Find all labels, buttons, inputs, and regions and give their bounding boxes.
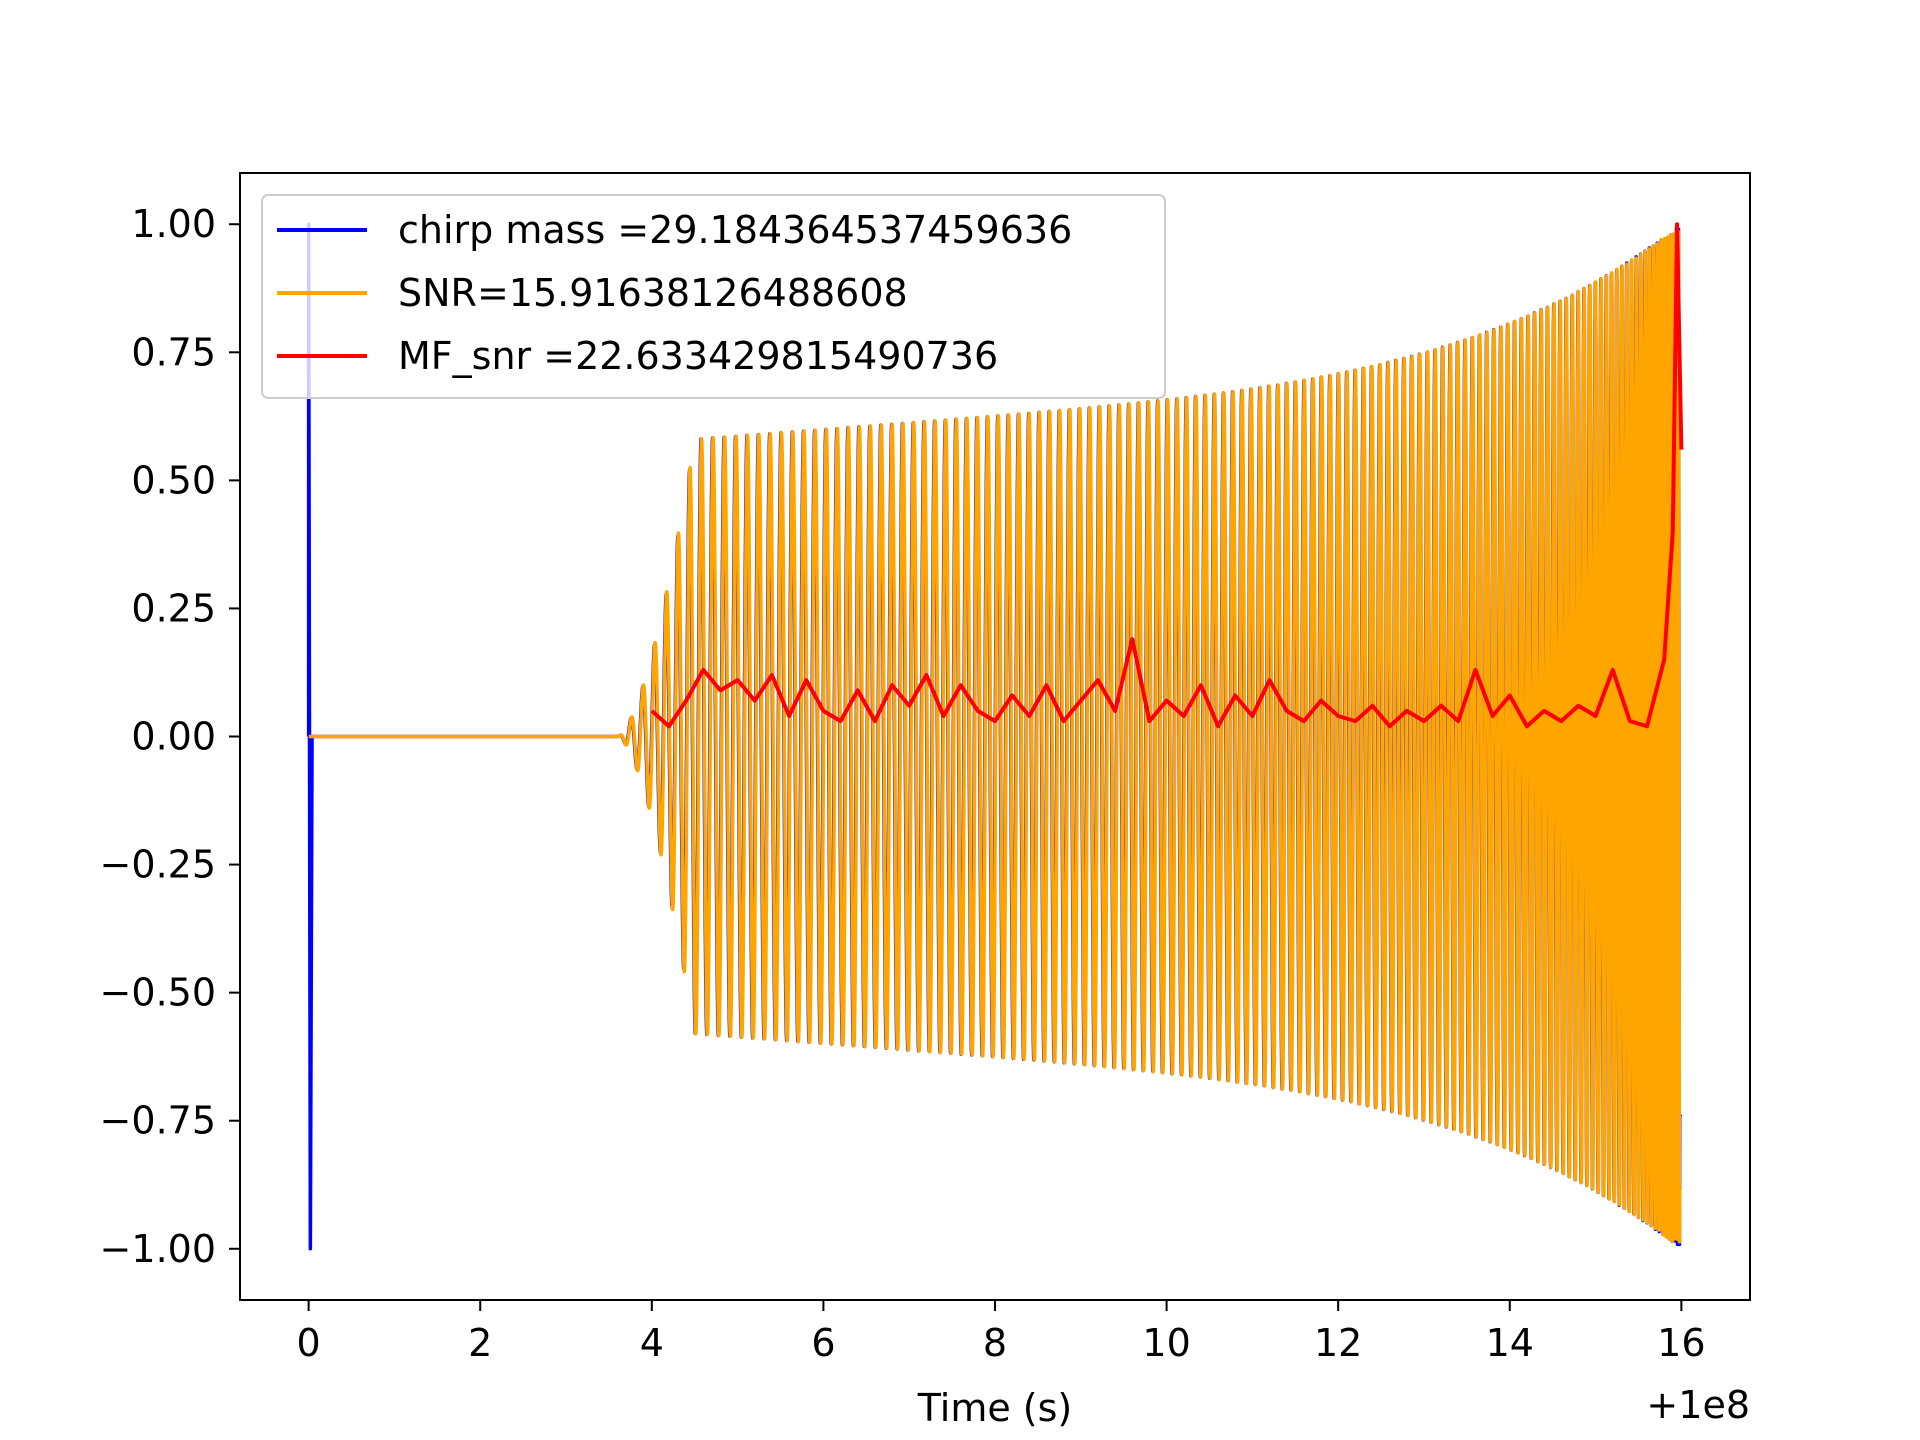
x-tick-label: 10 — [1142, 1321, 1190, 1365]
x-tick-label: 14 — [1486, 1321, 1534, 1365]
x-tick-label: 0 — [297, 1321, 321, 1365]
y-tick-label: −0.75 — [100, 1099, 216, 1143]
x-tick-label: 16 — [1657, 1321, 1705, 1365]
y-tick-label: 0.50 — [131, 458, 216, 502]
x-axis: 0 2 4 6 8 10 12 14 16 — [297, 1300, 1706, 1365]
x-axis-label: Time (s) — [917, 1386, 1073, 1430]
y-tick-label: −1.00 — [100, 1227, 216, 1271]
x-axis-offset-label: +1e8 — [1646, 1383, 1750, 1427]
y-tick-label: −0.50 — [100, 971, 216, 1015]
series-line-mf-snr — [650, 222, 1684, 729]
legend-box — [261, 194, 1166, 399]
legend-label: MF_snr =22.633429815490736 — [398, 334, 998, 378]
legend-label: SNR=15.91638126488608 — [398, 271, 908, 315]
y-axis: 1.00 0.75 0.50 0.25 0.00 −0.25 −0.50 −0.75 −1.00 — [100, 202, 240, 1271]
series-line-snr — [308, 226, 1683, 1244]
x-tick-label: 8 — [983, 1321, 1007, 1365]
series-layer — [306, 222, 1684, 1251]
y-tick-label: 0.75 — [131, 330, 216, 374]
x-tick-label: 2 — [468, 1321, 492, 1365]
x-tick-label: 12 — [1314, 1321, 1362, 1365]
legend-label: chirp mass =29.184364537459636 — [398, 208, 1072, 252]
y-tick-label: 1.00 — [131, 202, 216, 246]
legend: chirp mass =29.184364537459636 SNR=15.916… — [261, 194, 1166, 399]
y-tick-label: 0.00 — [131, 715, 216, 759]
x-tick-label: 4 — [640, 1321, 664, 1365]
y-tick-label: 0.25 — [131, 586, 216, 630]
y-tick-label: −0.25 — [100, 843, 216, 887]
x-tick-label: 6 — [811, 1321, 835, 1365]
